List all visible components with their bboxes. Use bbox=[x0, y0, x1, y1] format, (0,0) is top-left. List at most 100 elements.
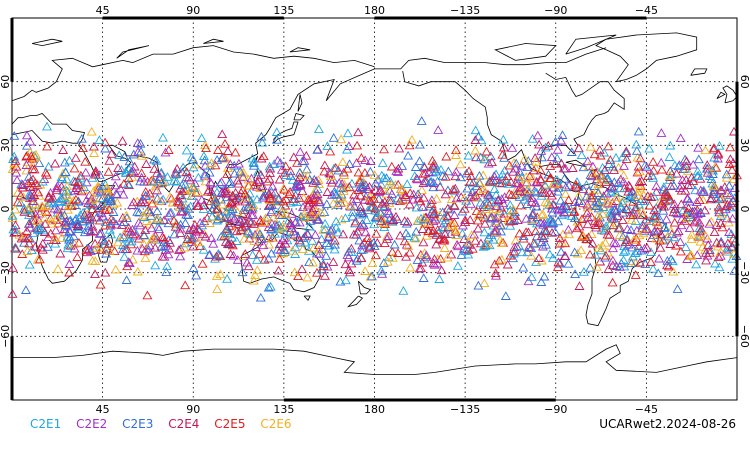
observation-marker bbox=[150, 242, 161, 252]
observation-marker bbox=[573, 143, 584, 153]
observation-marker bbox=[457, 228, 468, 238]
observation-marker bbox=[113, 163, 124, 172]
observation-marker bbox=[55, 196, 66, 205]
bottom-tick-label: 135 bbox=[273, 403, 294, 416]
observation-marker bbox=[87, 255, 98, 265]
observation-marker bbox=[257, 217, 267, 227]
observation-marker bbox=[556, 158, 567, 168]
observation-marker bbox=[656, 164, 667, 174]
observation-marker bbox=[533, 253, 544, 262]
observation-marker bbox=[92, 183, 103, 193]
observation-marker bbox=[659, 223, 670, 232]
observation-marker bbox=[566, 147, 577, 156]
observation-marker bbox=[205, 177, 216, 187]
observation-marker bbox=[601, 223, 611, 233]
observation-marker bbox=[541, 226, 552, 236]
observation-marker bbox=[526, 250, 537, 260]
observation-marker bbox=[508, 204, 519, 214]
observation-marker bbox=[704, 245, 715, 254]
observation-marker bbox=[522, 247, 533, 257]
observation-marker bbox=[188, 223, 199, 233]
observation-marker bbox=[625, 210, 636, 220]
observation-marker bbox=[265, 193, 276, 203]
observation-marker bbox=[608, 243, 618, 253]
observation-marker bbox=[622, 233, 632, 243]
observation-marker bbox=[285, 166, 296, 176]
observation-marker bbox=[703, 240, 714, 249]
observation-marker bbox=[25, 147, 36, 157]
observation-marker bbox=[635, 183, 645, 193]
observation-marker bbox=[200, 140, 211, 150]
observation-marker bbox=[563, 258, 574, 268]
observation-marker bbox=[188, 241, 199, 251]
observation-marker bbox=[222, 228, 233, 237]
observation-marker bbox=[322, 261, 333, 271]
observation-marker bbox=[331, 216, 342, 226]
observation-marker bbox=[360, 155, 371, 165]
observation-marker bbox=[544, 249, 555, 259]
observation-marker bbox=[302, 272, 313, 282]
observation-marker bbox=[379, 144, 389, 154]
observation-marker bbox=[432, 258, 443, 268]
observation-marker bbox=[403, 240, 414, 250]
observation-marker bbox=[173, 197, 184, 207]
observation-marker bbox=[570, 197, 581, 206]
right-lat-label: −30 bbox=[738, 261, 750, 284]
observation-marker bbox=[623, 239, 634, 249]
observation-marker bbox=[197, 220, 208, 230]
observation-marker bbox=[263, 253, 274, 263]
observation-marker bbox=[520, 177, 531, 187]
observation-marker bbox=[362, 184, 373, 193]
coastline-segment bbox=[722, 85, 738, 104]
observation-marker bbox=[198, 151, 209, 160]
observation-marker bbox=[237, 267, 248, 277]
observation-marker bbox=[499, 165, 510, 175]
observation-marker bbox=[327, 224, 338, 234]
observation-marker bbox=[262, 176, 273, 186]
observation-marker bbox=[102, 197, 113, 207]
observation-marker bbox=[611, 152, 621, 162]
observation-marker bbox=[382, 231, 392, 241]
coastline-segment bbox=[98, 233, 114, 263]
observation-marker bbox=[291, 182, 302, 192]
observation-marker bbox=[450, 183, 461, 193]
observation-marker bbox=[31, 216, 42, 225]
observation-marker bbox=[648, 156, 659, 166]
observation-marker bbox=[569, 247, 580, 257]
bottom-tick-label: −90 bbox=[544, 403, 567, 416]
observation-marker bbox=[344, 265, 355, 275]
observation-marker bbox=[79, 182, 90, 192]
observation-marker bbox=[254, 174, 265, 184]
observation-marker bbox=[183, 229, 194, 239]
observation-marker bbox=[535, 174, 546, 183]
observation-marker bbox=[648, 165, 659, 175]
observation-marker bbox=[560, 188, 571, 198]
observation-marker bbox=[589, 149, 600, 159]
observation-marker bbox=[590, 249, 601, 259]
observation-marker bbox=[351, 157, 362, 167]
observation-marker bbox=[52, 204, 63, 214]
observation-marker bbox=[586, 229, 597, 238]
observation-marker bbox=[451, 167, 462, 176]
observation-marker bbox=[240, 192, 251, 202]
observation-marker bbox=[137, 243, 148, 253]
observation-marker bbox=[486, 212, 497, 222]
observation-marker bbox=[479, 278, 490, 288]
observation-marker bbox=[649, 225, 660, 235]
observation-marker bbox=[119, 217, 130, 226]
observation-marker bbox=[370, 250, 381, 260]
observation-marker bbox=[195, 218, 206, 227]
observation-marker bbox=[489, 171, 500, 180]
observation-marker bbox=[280, 200, 291, 210]
observation-marker bbox=[179, 242, 190, 252]
observation-marker bbox=[574, 281, 585, 290]
observation-marker bbox=[377, 198, 388, 208]
observation-marker bbox=[463, 150, 474, 160]
observation-marker bbox=[614, 261, 625, 271]
observation-marker bbox=[530, 197, 541, 207]
observation-marker bbox=[484, 240, 495, 250]
observation-marker bbox=[532, 130, 543, 140]
observation-marker bbox=[233, 178, 244, 188]
observation-marker bbox=[169, 215, 179, 225]
observation-marker bbox=[68, 176, 79, 185]
